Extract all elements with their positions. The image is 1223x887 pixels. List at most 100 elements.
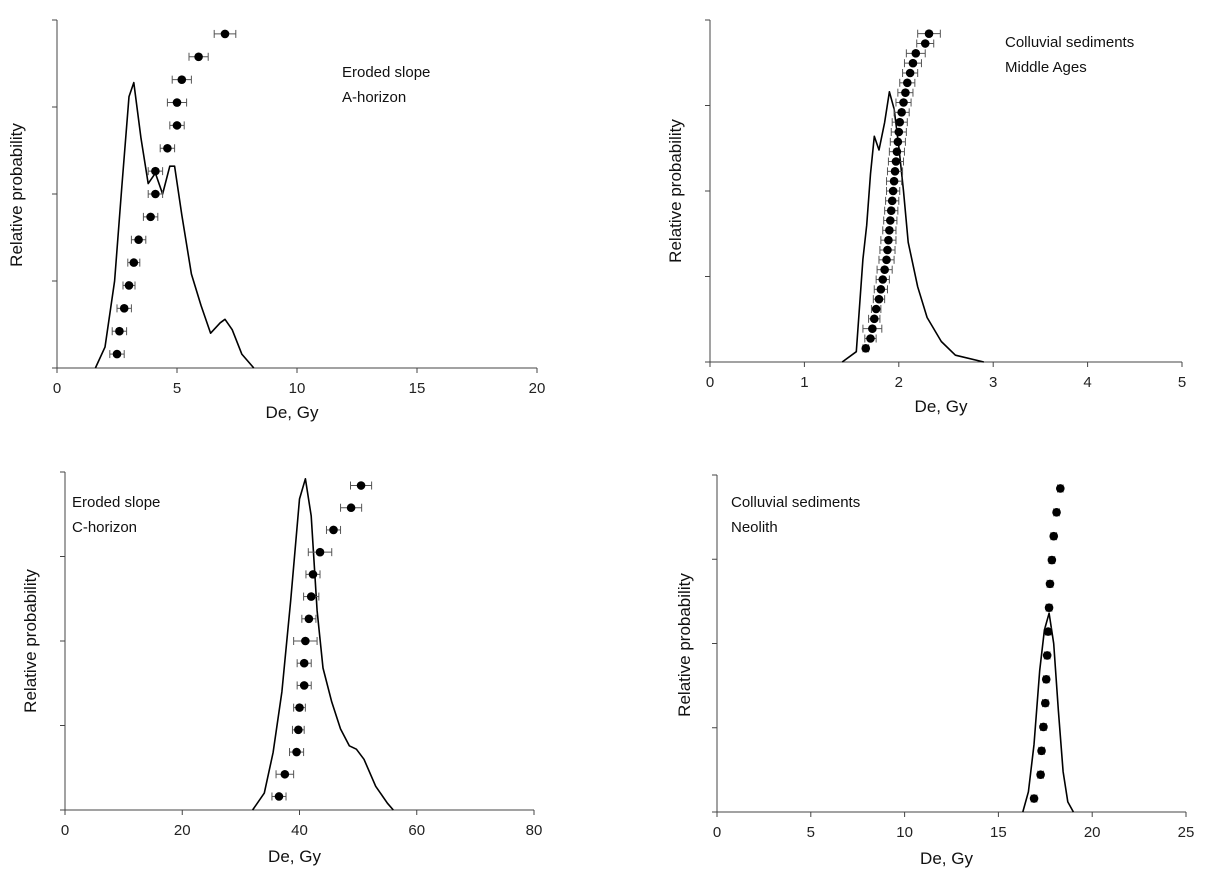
- point-marker: [886, 206, 896, 215]
- point-marker: [177, 75, 187, 84]
- annotation-line-1: Eroded slope: [342, 64, 430, 81]
- data-point: [876, 265, 893, 274]
- point-marker: [1052, 508, 1061, 517]
- annotation-line-2: C-horizon: [72, 519, 137, 536]
- chart-panel-3: 0 20 40 60 80 De, Gy Relative probability Erode…: [21, 471, 542, 866]
- point-marker: [124, 281, 134, 290]
- point-marker: [882, 255, 891, 265]
- data-point: [891, 117, 908, 127]
- y-axis-title: Relative probability: [666, 119, 685, 263]
- x-tick-label: 10: [289, 380, 306, 397]
- data-point: [171, 75, 192, 84]
- point-marker: [883, 245, 892, 255]
- data-point: [878, 255, 895, 265]
- point-marker: [1029, 794, 1039, 803]
- data-point: [886, 176, 903, 186]
- x-tick-label: 4: [1083, 374, 1091, 391]
- point-marker: [876, 285, 886, 294]
- data-point: [916, 39, 935, 48]
- point-marker: [1041, 674, 1051, 684]
- point-marker: [1043, 627, 1053, 636]
- data-point: [875, 275, 890, 284]
- data-point: [902, 68, 919, 78]
- data-point: [293, 636, 318, 646]
- x-axis-title: De, Gy: [920, 849, 973, 868]
- chart-panel-4: 0 5 10 15 20 25 De, Gy Relative probability Coll…: [675, 474, 1195, 868]
- data-point: [325, 525, 342, 535]
- data-point: [864, 334, 877, 343]
- data-point: [861, 344, 871, 353]
- annotation-line-1: Colluvial sediments: [1005, 34, 1134, 51]
- data-point: [870, 304, 882, 314]
- x-tick-label: 0: [61, 822, 69, 839]
- x-tick-label: 25: [1178, 824, 1195, 841]
- data-point: [884, 206, 899, 215]
- point-marker: [1044, 603, 1054, 613]
- point-marker: [220, 29, 230, 39]
- data-point: [1039, 722, 1048, 732]
- point-marker: [172, 98, 182, 107]
- y-axis-title: Relative probability: [7, 123, 26, 267]
- point-marker: [292, 747, 301, 757]
- data-point: [142, 212, 159, 222]
- data-point: [111, 326, 128, 336]
- x-tick-label: 20: [1084, 824, 1101, 841]
- data-point: [166, 98, 188, 107]
- data-point: [1041, 698, 1050, 708]
- data-point: [213, 29, 237, 39]
- data-point: [890, 127, 907, 137]
- point-marker: [308, 570, 318, 579]
- data-point: [305, 570, 321, 579]
- x-tick-label: 0: [713, 824, 721, 841]
- data-point: [1056, 484, 1065, 493]
- probability-curve: [251, 477, 394, 811]
- data-point: [271, 792, 287, 801]
- data-point: [1045, 579, 1055, 589]
- data-point: [169, 121, 185, 130]
- data-point: [1042, 651, 1052, 660]
- point-marker: [897, 108, 906, 117]
- data-point: [188, 52, 209, 62]
- point-marker: [1056, 484, 1065, 493]
- chart-panel-2: 0 1 2 3 4 5 De, Gy Relative probability Colluvia…: [666, 19, 1186, 416]
- point-marker: [890, 167, 900, 176]
- data-point: [917, 29, 941, 38]
- data-point: [893, 108, 910, 117]
- data-point: [296, 681, 312, 690]
- point-marker: [295, 703, 304, 712]
- point-marker: [1036, 770, 1045, 779]
- point-marker: [304, 614, 314, 624]
- point-marker: [884, 235, 893, 245]
- data-point: [872, 294, 886, 304]
- point-marker: [315, 547, 325, 557]
- data-point: [1041, 674, 1051, 684]
- point-marker: [151, 189, 160, 199]
- x-tick-label: 60: [408, 822, 425, 839]
- x-tick-label: 3: [989, 374, 997, 391]
- data-point: [1043, 627, 1053, 636]
- x-tick-label: 15: [990, 824, 1007, 841]
- point-marker: [294, 725, 303, 735]
- data-point: [899, 78, 916, 88]
- chart-panel-1: 0 5 10 15 20 De, Gy Relative probability Eroded…: [7, 19, 545, 422]
- point-marker: [920, 39, 930, 48]
- point-marker: [346, 503, 356, 513]
- point-marker: [880, 265, 889, 274]
- point-marker: [1037, 746, 1046, 756]
- point-marker: [129, 258, 139, 267]
- annotation-line-2: Middle Ages: [1005, 59, 1087, 76]
- data-point: [307, 547, 333, 557]
- point-marker: [1042, 651, 1052, 660]
- point-marker: [163, 143, 172, 153]
- data-point: [116, 304, 132, 313]
- data-point: [1052, 508, 1061, 517]
- data-point: [886, 167, 904, 176]
- point-marker: [1041, 698, 1050, 708]
- x-axis-title: De, Gy: [268, 847, 321, 866]
- data-point: [1037, 746, 1046, 756]
- x-tick-label: 20: [174, 822, 191, 839]
- data-point: [1029, 794, 1039, 803]
- y-axis-title: Relative probability: [21, 569, 40, 713]
- point-marker: [893, 137, 903, 147]
